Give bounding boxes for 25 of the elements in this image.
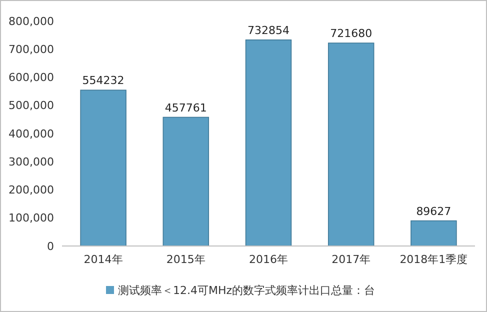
bar xyxy=(410,220,457,246)
y-tick-label: 100,000 xyxy=(8,212,54,225)
bar xyxy=(328,42,374,246)
y-tick-label: 800,000 xyxy=(8,14,54,28)
y-tick-label: 700,000 xyxy=(8,42,54,56)
data-label: 89627 xyxy=(416,204,452,218)
x-tick-label: 2014年 xyxy=(84,253,123,266)
bar xyxy=(162,116,210,246)
x-tick-label: 2018年1季度 xyxy=(400,253,468,266)
data-label: 457761 xyxy=(164,101,207,114)
data-label: 732854 xyxy=(248,24,290,37)
data-label: 554232 xyxy=(82,74,124,88)
x-tick-label: 2015年 xyxy=(166,253,206,266)
y-tick-label: 400,000 xyxy=(8,127,54,140)
y-tick-label: 500,000 xyxy=(8,99,54,112)
legend-label: 测试频率＜12.4可MHz的数字式频率计出口总量：台 xyxy=(118,284,376,297)
x-tick-label: 2016年 xyxy=(249,253,288,266)
y-tick-label: 300,000 xyxy=(8,155,54,168)
y-tick-label: 0 xyxy=(47,240,54,253)
x-tick-label: 2017年 xyxy=(332,253,371,266)
y-tick-label: 200,000 xyxy=(8,184,54,197)
bar xyxy=(80,90,126,246)
y-tick-label: 600,000 xyxy=(8,71,54,84)
bar xyxy=(245,39,292,246)
data-label: 721680 xyxy=(330,27,372,40)
